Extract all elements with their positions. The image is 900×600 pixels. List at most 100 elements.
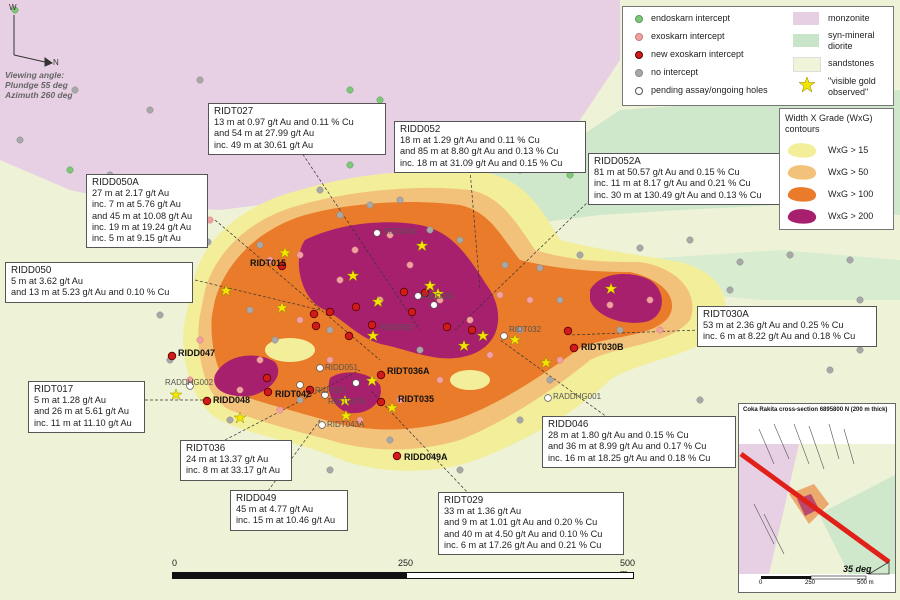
hole-label: RIDT042 xyxy=(275,389,312,399)
visible-gold-star-icon xyxy=(799,77,815,93)
hole-label-pending: RIDT032 xyxy=(509,325,542,334)
callout-title: RIDD052A xyxy=(594,156,641,167)
callout-line: inc. 15 m at 10.46 g/t Au xyxy=(236,515,336,526)
callout-line: 81 m at 50.57 g/t Au and 0.15 % Cu xyxy=(594,167,740,178)
monzonite-swatch xyxy=(793,12,819,25)
callout-ridt017: RIDT017 5 m at 1.28 g/t Au and 26 m at 5… xyxy=(28,381,145,433)
inset-scale-500: 500 m xyxy=(857,580,874,586)
wxg-15-swatch xyxy=(787,143,817,158)
callout-line: inc. 49 m at 30.61 g/t Au xyxy=(214,139,314,150)
callout-line: and 26 m at 5.61 g/t Au xyxy=(34,406,130,417)
new-exoskarn-dot-icon xyxy=(635,51,643,59)
hole-label-pending: RIDT037A xyxy=(328,397,366,406)
hole-label-pending: RADDHG001 xyxy=(553,392,602,401)
callout-line: and 85 m at 8.80 g/t Au and 0.13 % Cu xyxy=(400,146,559,157)
hole-label: RIDT035 xyxy=(398,394,435,404)
callout-ridt030a: RIDT030A 53 m at 2.36 g/t Au and 0.25 % … xyxy=(697,306,877,347)
no-intercept-dot-icon xyxy=(635,69,643,77)
legend-panel: endoskarn intercept exoskarn intercept n… xyxy=(622,6,894,106)
wxg-50-swatch xyxy=(787,165,817,180)
callout-line: 45 m at 4.77 g/t Au xyxy=(236,504,314,515)
wxg-low-patch xyxy=(265,338,315,362)
viewing-line-3: Azimuth 260 deg xyxy=(5,90,73,100)
hole-label-pending: RIDT043A xyxy=(327,420,365,429)
callout-title: RIDD049 xyxy=(236,493,277,504)
inset-title: Coka Rakita cross-section 6895800 N (200… xyxy=(743,407,888,413)
hole-label: RIDT015 xyxy=(250,258,287,268)
wxg-low-patch-2 xyxy=(450,370,490,390)
callout-line: 5 m at 3.62 g/t Au xyxy=(11,276,84,287)
wxg-title-2: contours xyxy=(785,124,820,134)
hole-label-pending: RIDD051 xyxy=(325,363,358,372)
legend-label: syn-mineral xyxy=(828,30,875,40)
legend-label: new exoskarn intercept xyxy=(651,49,744,59)
callout-ridd049: RIDD049 45 m at 4.77 g/t Au inc. 15 m at… xyxy=(230,490,348,531)
visible-gold-stars xyxy=(169,239,618,424)
inset-angle-label: 35 deg xyxy=(843,564,872,574)
sandstone-swatch xyxy=(793,57,821,72)
legend-label: sandstones xyxy=(828,58,875,68)
hole-label: RIDD048 xyxy=(213,395,251,405)
scale-bar-white xyxy=(406,572,634,579)
legend-label: endoskarn intercept xyxy=(651,13,731,23)
inset-scale-250: 250 xyxy=(805,580,816,586)
callout-line: and 40 m at 4.50 g/t Au and 0.10 % Cu xyxy=(444,528,603,539)
inset-scale-0: 0 xyxy=(759,580,763,586)
diorite-swatch xyxy=(793,34,819,47)
callout-title: RIDD050 xyxy=(11,265,52,276)
callout-ridd052a: RIDD052A 81 m at 50.57 g/t Au and 0.15 %… xyxy=(588,153,780,205)
wxg-100-swatch xyxy=(787,187,817,202)
callout-ridd046: RIDD046 28 m at 1.80 g/t Au and 0.15 % C… xyxy=(542,416,736,468)
callout-line: 5 m at 1.28 g/t Au xyxy=(34,395,107,406)
callout-title: RIDT036 xyxy=(186,443,226,454)
compass-north-label: N xyxy=(53,58,59,67)
hole-label-pending: RADDHG002 xyxy=(165,378,214,387)
callout-ridt036: RIDT036 24 m at 13.37 g/t Au inc. 8 m at… xyxy=(180,440,292,481)
legend-label: pending assay/ongoing holes xyxy=(651,85,768,95)
legend-label: no intercept xyxy=(651,67,699,77)
hole-label-pending: RIDT037 xyxy=(315,386,348,395)
wxg-title: Width X Grade (WxG) xyxy=(785,113,873,123)
wxg-200-contour-south xyxy=(328,372,381,414)
callout-ridd052: RIDD052 18 m at 1.29 g/t Au and 0.11 % C… xyxy=(394,121,586,173)
hole-label: RIDT030B xyxy=(581,342,624,352)
callout-line: and 13 m at 5.23 g/t Au and 0.10 % Cu xyxy=(11,287,170,298)
callout-line: inc. 11 m at 8.17 g/t Au and 0.21 % Cu xyxy=(594,178,751,189)
callout-line: 33 m at 1.36 g/t Au xyxy=(444,506,522,517)
legend-label: exoskarn intercept xyxy=(651,31,725,41)
callout-line: 28 m at 1.80 g/t Au and 0.15 % Cu xyxy=(548,430,689,441)
callout-line: and 54 m at 27.99 g/t Au xyxy=(214,128,315,139)
callout-line: inc. 16 m at 18.25 g/t Au and 0.18 % Cu xyxy=(548,452,711,463)
callout-line: 18 m at 1.29 g/t Au and 0.11 % Cu xyxy=(400,135,540,146)
hole-label: RIDT036A xyxy=(387,366,430,376)
cross-section-inset: Coka Rakita cross-section 6895800 N (200… xyxy=(738,403,896,593)
wxg-label: WxG > 15 xyxy=(828,145,869,155)
compass-west-label: W xyxy=(9,3,17,12)
legend-label: monzonite xyxy=(828,13,870,23)
callout-line: inc. 19 m at 19.24 g/t Au xyxy=(92,221,192,232)
hole-label-pending: RIDD055 xyxy=(422,292,455,301)
callout-line: inc. 6 m at 8.22 g/t Au and 0.18 % Cu xyxy=(703,331,856,342)
callout-line: inc. 30 m at 130.49 g/t Au and 0.13 % Cu xyxy=(594,189,762,200)
callout-ridd050: RIDD050 5 m at 3.62 g/t Au and 13 m at 5… xyxy=(5,262,193,303)
callout-line: inc. 11 m at 11.10 g/t Au xyxy=(34,417,132,428)
callout-line: and 9 m at 1.01 g/t Au and 0.20 % Cu xyxy=(444,517,598,528)
callout-title: RIDD046 xyxy=(548,419,589,430)
no-intercept-holes xyxy=(16,76,874,474)
callout-title: RIDT017 xyxy=(34,384,74,395)
wxg-200-contour-west xyxy=(214,355,279,397)
scale-bar-black xyxy=(172,572,408,579)
scale-bar: 0 250 500 m xyxy=(170,558,640,594)
pending-dot-icon xyxy=(635,87,643,95)
callout-title: RIDT029 xyxy=(444,495,484,506)
callout-title: RIDT027 xyxy=(214,106,254,117)
endoskarn-dot-icon xyxy=(635,15,643,23)
cross-section-figure xyxy=(739,404,895,592)
hole-label-pending: RIDD054 xyxy=(383,227,416,236)
legend-label: observed" xyxy=(828,87,869,97)
callout-line: inc. 7 m at 5.76 g/t Au xyxy=(92,199,181,210)
viewing-line-1: Viewing angle: xyxy=(5,70,65,80)
callout-line: and 36 m at 8.99 g/t Au and 0.17 % Cu xyxy=(548,441,707,452)
callout-line: inc. 5 m at 9.15 g/t Au xyxy=(92,233,181,244)
callout-line: inc. 8 m at 33.17 g/t Au xyxy=(186,465,280,476)
